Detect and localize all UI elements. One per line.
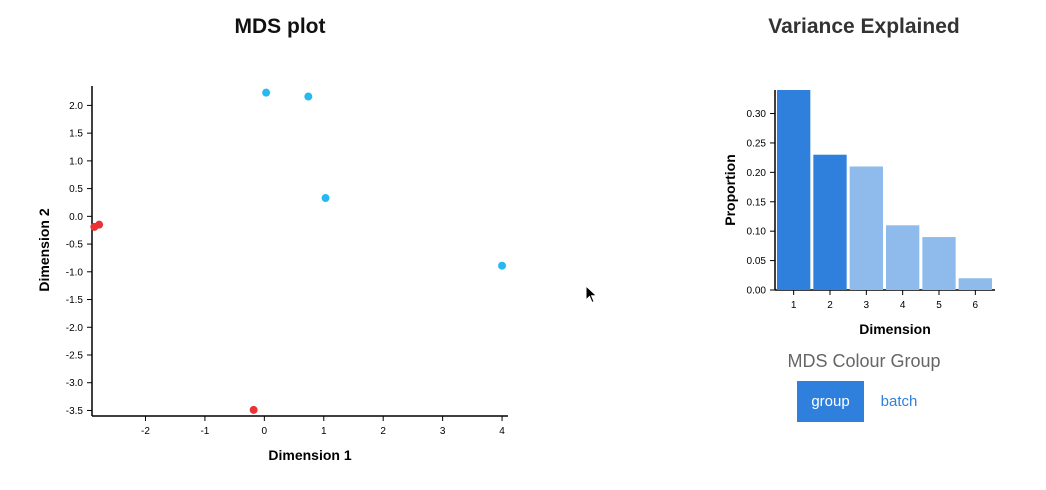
variance-y-axis-label: Proportion [722,154,738,226]
mds-point[interactable] [321,194,330,203]
variance-bar[interactable] [886,225,920,290]
mds-y-tick-label: -0.5 [66,240,84,251]
mds-points [90,88,507,414]
mds-y-tick-label: -3.0 [66,378,84,389]
variance-x-tick-label: 3 [864,300,870,311]
variance-bar[interactable] [922,237,956,290]
mds-x-tick-label: 2 [380,426,386,437]
variance-axes: 0.00 0.05 0.10 0.15 0.20 0.25 0.30 1 2 3 4 5 6 [747,90,995,311]
variance-x-tick-label: 2 [827,300,833,311]
mds-x-tick-label: 4 [499,426,505,437]
mds-plot-title: MDS plot [234,15,326,38]
mds-y-tick-label: 1.0 [69,156,83,167]
mds-x-tick-label: -2 [141,426,150,437]
mds-y-tick-label: 0.0 [69,212,83,223]
variance-x-tick-label: 5 [936,300,942,311]
variance-x-tick-label: 6 [973,300,979,311]
mouse-pointer-icon [585,284,598,304]
mds-x-tick-label: -1 [200,426,209,437]
mds-axes: 2.0 1.5 1.0 0.5 0.0 -0.5 -1.0 -1.5 -2.0 -2.5 -3.0 -… [66,86,508,437]
mds-y-tick-label: -2.0 [66,323,84,334]
variance-bar[interactable] [777,90,811,290]
variance-x-axis-label: Dimension [859,321,931,337]
mds-point[interactable] [498,261,507,270]
mds-x-tick-label: 3 [440,426,446,437]
variance-bar[interactable] [958,278,992,290]
mds-y-tick-label: 0.5 [69,184,83,195]
mds-point[interactable] [249,405,258,414]
mds-colour-group-label: MDS Colour Group [787,351,941,371]
variance-y-tick-label: 0.20 [747,168,767,179]
mds-point[interactable] [262,88,271,97]
mds-point[interactable] [95,220,104,229]
mds-y-tick-label: -3.5 [66,406,84,417]
mds-x-tick-label: 0 [262,426,268,437]
variance-x-tick-label: 1 [791,300,797,311]
group-button[interactable]: group [797,381,864,422]
variance-y-tick-label: 0.25 [747,138,767,149]
mds-y-tick-label: 1.5 [69,129,83,140]
mds-x-tick-label: 1 [321,426,327,437]
variance-y-tick-label: 0.05 [747,256,767,267]
variance-y-tick-label: 0.10 [747,227,767,238]
mds-y-tick-label: -2.5 [66,350,84,361]
mds-x-axis-label: Dimension 1 [268,447,351,463]
variance-explained-title: Variance Explained [768,15,960,38]
variance-bar[interactable] [813,154,847,290]
variance-bars [777,90,992,290]
mds-y-tick-label: -1.5 [66,295,84,306]
variance-y-tick-label: 0.00 [747,286,767,297]
variance-y-tick-label: 0.15 [747,197,767,208]
batch-button[interactable]: batch [880,393,918,410]
variance-bar[interactable] [849,166,883,290]
mds-point[interactable] [304,92,313,101]
mds-y-tick-label: -1.0 [66,267,84,278]
mds-y-axis-label: Dimension 2 [36,208,52,291]
mds-y-tick-label: 2.0 [69,101,83,112]
variance-x-tick-label: 4 [900,300,906,311]
variance-y-tick-label: 0.30 [747,109,767,120]
